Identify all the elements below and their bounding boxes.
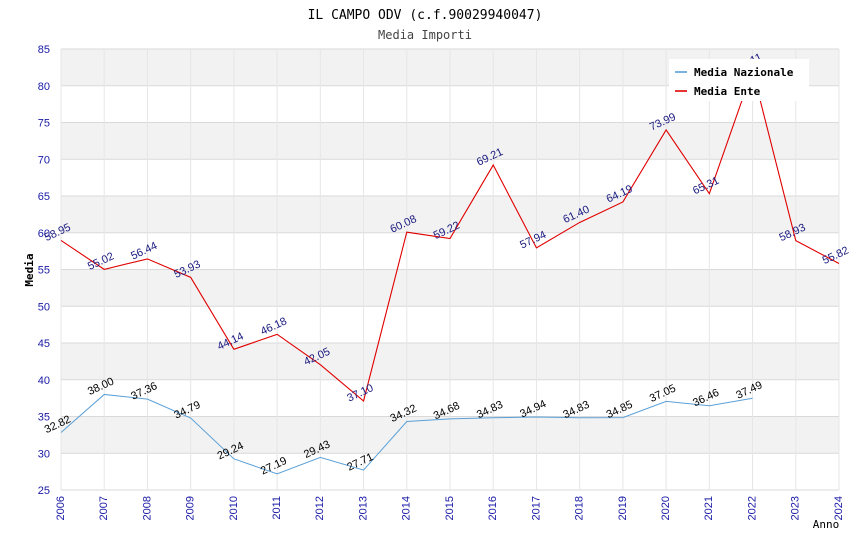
legend-entry: Media Ente: [694, 85, 761, 98]
y-tick-label: 55: [38, 265, 50, 277]
x-tick-label: 2015: [444, 496, 456, 520]
x-tick-label: 2019: [617, 496, 629, 520]
y-axis-ticks: 25 30 35 40 45 50 55 60 65 70 75 80 85: [38, 44, 50, 497]
x-tick-label: 2020: [660, 496, 672, 520]
x-tick-label: 2012: [314, 496, 326, 520]
y-tick-label: 25: [38, 485, 50, 497]
y-tick-label: 75: [38, 118, 50, 130]
x-axis-label: Anno: [813, 518, 840, 531]
x-tick-label: 2023: [790, 496, 802, 520]
y-tick-label: 30: [38, 448, 50, 460]
x-tick-label: 2010: [228, 496, 240, 520]
y-tick-label: 45: [38, 338, 50, 350]
series-line: [60, 68, 840, 403]
x-tick-label: 2016: [487, 496, 499, 520]
y-tick-label: 35: [38, 412, 50, 424]
x-tick-label: 2017: [530, 496, 542, 520]
x-tick-label: 2014: [401, 496, 413, 520]
x-tick-label: 2008: [141, 496, 153, 520]
x-axis-ticks: 2006 2007 2008 2009 2010 2011 2012 2013 2014 2015…: [55, 496, 845, 520]
y-axis-label: Media: [23, 253, 36, 286]
y-tick-label: 50: [38, 301, 50, 313]
x-tick-label: 2011: [271, 496, 283, 520]
series-line: [60, 393, 753, 475]
x-tick-label: 2021: [703, 496, 715, 520]
y-tick-label: 60: [38, 228, 50, 240]
y-tick-label: 65: [38, 191, 50, 203]
legend: Media Nazionale Media Ente: [669, 59, 809, 101]
legend-box: [669, 59, 809, 101]
y-tick-label: 80: [38, 81, 50, 93]
x-tick-label: 2007: [98, 496, 110, 520]
y-tick-label: 70: [38, 154, 50, 166]
x-tick-label: 2022: [746, 496, 758, 520]
x-tick-label: 2009: [185, 496, 197, 520]
x-tick-label: 2018: [574, 496, 586, 520]
chart-title: IL CAMPO ODV (c.f.90029940047): [308, 8, 543, 23]
x-tick-label: 2006: [55, 496, 67, 520]
chart-subtitle: Media Importi: [378, 28, 472, 42]
x-tick-label: 2024: [833, 496, 845, 520]
legend-entry: Media Nazionale: [694, 66, 794, 79]
y-tick-label: 85: [38, 44, 50, 56]
y-tick-label: 40: [38, 375, 50, 387]
x-tick-label: 2013: [357, 496, 369, 520]
